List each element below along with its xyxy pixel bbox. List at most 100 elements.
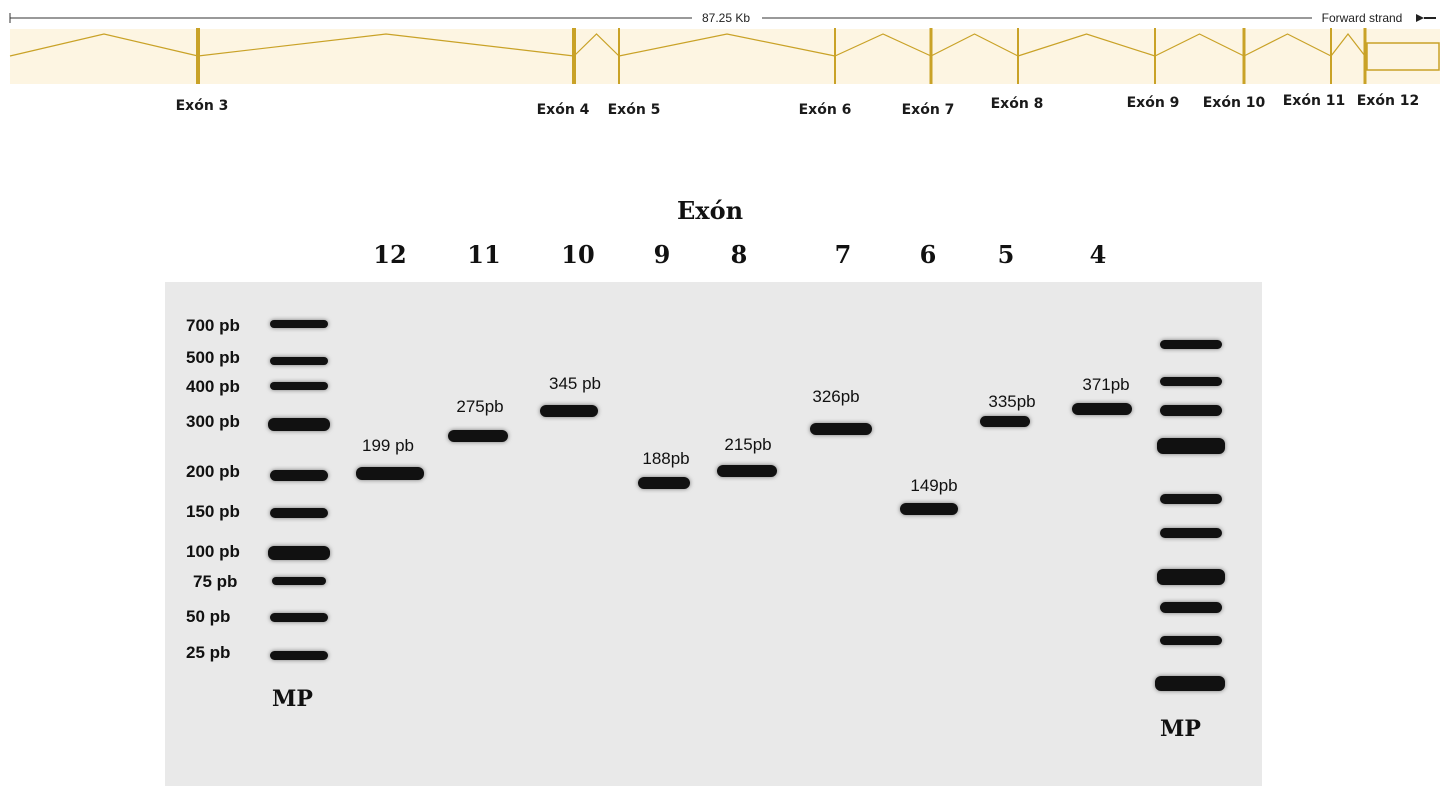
intron-connector — [1017, 33, 1156, 57]
marker-label-left: MP — [272, 686, 313, 712]
scale-label-bg — [692, 9, 762, 25]
left-ladder-band-50 — [270, 613, 328, 622]
exon-label-6: Exón 6 — [798, 102, 852, 118]
intron-connector — [573, 33, 620, 57]
left-ladder-band-700 — [270, 320, 328, 328]
band-exon-10 — [540, 405, 598, 417]
length-label: 87.25 Kb — [702, 11, 750, 25]
intron-connector — [9, 33, 199, 57]
band-exon-5 — [980, 416, 1030, 427]
band-label-exon-11: 275pb — [456, 397, 504, 416]
right-ladder-band-3 — [1160, 405, 1222, 416]
left-ladder-band-25 — [270, 651, 328, 660]
band-label-exon-9: 188pb — [642, 449, 690, 468]
lane-number-12: 12 — [373, 240, 407, 269]
band-label-exon-4: 371pb — [1082, 375, 1130, 394]
ladder-label-700: 700 pb — [186, 316, 240, 335]
band-label-exon-8: 215pb — [724, 435, 772, 454]
right-ladder-band-7 — [1157, 569, 1225, 585]
lane-number-5: 5 — [997, 240, 1015, 269]
band-exon-9 — [638, 477, 690, 489]
band-label-exon-5: 335pb — [988, 392, 1036, 411]
left-ladder-band-400 — [270, 382, 328, 390]
right-ladder-band-1 — [1160, 340, 1222, 349]
intron-connectors — [9, 33, 1366, 57]
ladder-label-25: 25 pb — [186, 643, 231, 662]
right-ladder-band-10 — [1155, 676, 1225, 691]
track-background — [10, 29, 1440, 84]
right-ladder-band-8 — [1160, 602, 1222, 613]
band-label-exon-10: 345 pb — [549, 374, 601, 393]
exon-label-10: Exón 10 — [1202, 95, 1266, 111]
exon-label-12: Exón 12 — [1356, 93, 1420, 109]
intron-connector — [618, 33, 836, 57]
intron-connector — [1154, 33, 1245, 57]
lane-number-6: 6 — [919, 240, 937, 269]
exon-10-mark — [1242, 28, 1246, 84]
exon-12-utr-box — [1366, 42, 1440, 71]
exon-label-7: Exón 7 — [901, 102, 955, 118]
exon-7-mark — [929, 28, 933, 84]
lane-number-7: 7 — [834, 240, 852, 269]
exon-3-mark — [196, 28, 200, 84]
band-exon-4 — [1072, 403, 1132, 415]
ladder-label-400: 400 pb — [186, 377, 240, 396]
band-label-exon-12: 199 pb — [362, 436, 414, 455]
band-label-exon-6: 149pb — [910, 476, 958, 495]
exon-8-mark — [1017, 28, 1019, 84]
exon-5-mark — [618, 28, 620, 84]
right-ladder-band-5 — [1160, 494, 1222, 504]
left-ladder-band-75 — [272, 577, 326, 585]
intron-connector — [834, 33, 932, 57]
strand-label: Forward strand — [1322, 11, 1403, 25]
intron-connector — [930, 33, 1019, 57]
ladder-label-100: 100 pb — [186, 542, 240, 561]
band-label-exon-7: 326pb — [812, 387, 860, 406]
intron-connector — [197, 33, 575, 57]
right-ladder-band-9 — [1160, 636, 1222, 645]
right-ladder-band-4 — [1157, 438, 1225, 454]
lane-number-11: 11 — [467, 240, 501, 269]
exon-label-8: Exón 8 — [990, 96, 1044, 112]
exon-label-5: Exón 5 — [607, 102, 661, 118]
strand-label-bg — [1312, 9, 1412, 25]
band-exon-8 — [717, 465, 777, 477]
exon-6-mark — [834, 28, 836, 84]
band-exon-11 — [448, 430, 508, 442]
left-ladder-band-300 — [268, 418, 330, 431]
ladder-label-50: 50 pb — [186, 607, 231, 626]
ladder-label-200: 200 pb — [186, 462, 240, 481]
left-ladder-band-500 — [270, 357, 328, 365]
ladder-label-500: 500 pb — [186, 348, 240, 367]
gene-structure-track: 87.25 Kb Forward strand — [9, 9, 1440, 84]
lane-number-10: 10 — [561, 240, 595, 269]
exon-4-mark — [572, 28, 576, 84]
band-exon-12 — [356, 467, 424, 480]
intron-connector — [1243, 33, 1332, 57]
marker-label-right: MP — [1160, 716, 1201, 742]
ladder-label-75: 75 pb — [193, 572, 238, 591]
gel-title: Exón — [676, 196, 744, 225]
exon-label-3: Exón 3 — [175, 98, 229, 114]
right-ladder-band-6 — [1160, 528, 1222, 538]
exon-9-mark — [1154, 28, 1156, 84]
left-ladder-band-150 — [270, 508, 328, 518]
exon-11-mark — [1330, 28, 1332, 84]
left-ladder-band-200 — [270, 470, 328, 481]
exon-label-11: Exón 11 — [1282, 93, 1346, 109]
agarose-gel — [165, 282, 1262, 786]
exon-marks — [196, 28, 1367, 84]
intron-connector — [1330, 33, 1366, 57]
lane-number-4: 4 — [1089, 240, 1107, 269]
right-ladder-band-2 — [1160, 377, 1222, 386]
strand-arrow-icon — [1416, 14, 1424, 22]
exon-12-mark — [1363, 28, 1367, 84]
ladder-label-300: 300 pb — [186, 412, 240, 431]
lane-number-8: 8 — [730, 240, 748, 269]
gel-figure — [0, 180, 1448, 786]
band-exon-6 — [900, 503, 958, 515]
exon-label-4: Exón 4 — [536, 102, 590, 118]
band-exon-7 — [810, 423, 872, 435]
left-ladder-band-100 — [268, 546, 330, 560]
lane-number-9: 9 — [653, 240, 671, 269]
